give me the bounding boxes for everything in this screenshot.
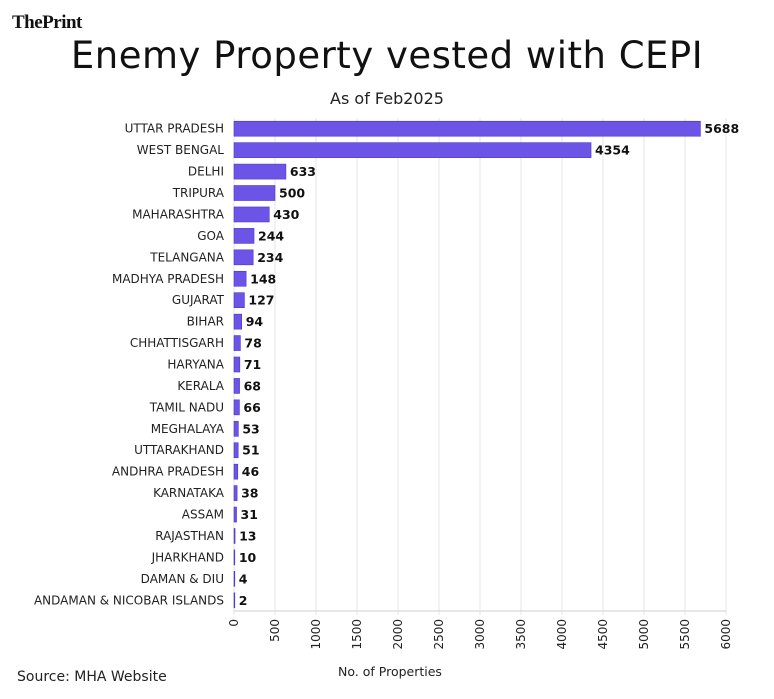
x-tick-label: 1500 [350,619,364,650]
x-tick-label: 4000 [555,619,569,650]
value-label: 78 [244,336,261,351]
x-tick-label: 1000 [309,619,323,650]
value-label: 71 [244,357,261,372]
category-label: KARNATAKA [153,486,225,500]
category-label: TRIPURA [172,186,225,200]
category-label: BIHAR [187,315,224,329]
chart-subtitle: As of Feb2025 [330,89,444,108]
source-note: Source: MHA Website [17,669,167,685]
value-label: 148 [250,271,276,286]
category-label: ASSAM [182,508,224,522]
category-label: RAJASTHAN [155,529,224,543]
value-label: 2 [239,593,248,608]
chart-title: Enemy Property vested with CEPI [70,34,704,77]
category-label: UTTAR PRADESH [125,122,224,136]
category-label: TELANGANA [149,250,225,264]
bar [233,206,270,223]
bar [233,120,701,137]
value-label: 244 [258,228,284,243]
category-label: UTTARAKHAND [134,443,224,457]
value-label: 10 [239,550,257,565]
x-tick-label: 3500 [514,619,528,650]
x-tick-label: 6000 [719,619,733,650]
theprint-logo: ThePrint [12,12,82,33]
value-label: 68 [244,378,261,393]
category-label: CHHATTISGARH [130,336,224,350]
value-label: 53 [242,421,259,436]
value-label: 51 [242,443,259,458]
category-label: MEGHALAYA [151,422,225,436]
value-label: 31 [241,507,258,522]
bar [233,142,592,158]
x-tick-label: 500 [268,619,282,642]
bar [233,528,236,544]
bar [233,356,241,373]
bar [233,185,276,201]
bar [233,335,241,351]
value-label: 66 [243,400,261,415]
category-label: WEST BENGAL [137,143,225,157]
x-tick-label: 3000 [473,619,487,650]
value-label: 500 [279,186,305,201]
x-axis-label: No. of Properties [338,664,442,679]
bar [233,506,237,523]
x-tick-label: 5000 [637,619,651,650]
category-label: DELHI [188,165,224,179]
category-label: MADHYA PRADESH [112,272,224,286]
bar [233,571,236,587]
category-label: JHARKHAND [151,550,224,564]
x-tick-label: 0 [227,619,241,627]
value-label: 127 [248,293,274,308]
bar [233,399,240,416]
category-label: GUJARAT [172,293,225,307]
bar [233,463,239,480]
bar [233,549,236,566]
category-label: MAHARASHTRA [132,207,225,221]
bar [233,421,239,437]
x-tick-label: 4500 [596,619,610,650]
value-label: 46 [242,464,260,479]
x-tick-label: 5500 [678,619,692,650]
category-label: ANDHRA PRADESH [112,465,224,479]
category-label: KERALA [177,379,224,393]
bar [233,249,254,266]
value-label: 5688 [704,121,739,136]
value-label: 94 [246,314,264,329]
value-label: 633 [290,164,316,179]
bar [233,228,255,244]
category-label: HARYANA [167,358,224,372]
bar [233,592,236,609]
category-label: TAMIL NADU [149,400,224,414]
value-label: 4 [239,571,248,586]
bar [233,270,247,287]
value-label: 234 [257,250,283,265]
category-label: ANDAMAN & NICOBAR ISLANDS [34,593,224,607]
bar [233,378,240,394]
bar [233,485,238,501]
value-label: 13 [239,528,256,543]
bar [233,442,239,459]
category-label: DAMAN & DIU [141,572,224,586]
value-label: 38 [241,486,258,501]
x-tick-label: 2500 [432,619,446,650]
value-label: 4354 [595,143,630,158]
category-label: GOA [197,229,225,243]
bar [233,163,287,180]
bar [233,292,245,308]
value-label: 430 [273,207,299,222]
x-tick-label: 2000 [391,619,405,650]
bar [233,313,243,330]
